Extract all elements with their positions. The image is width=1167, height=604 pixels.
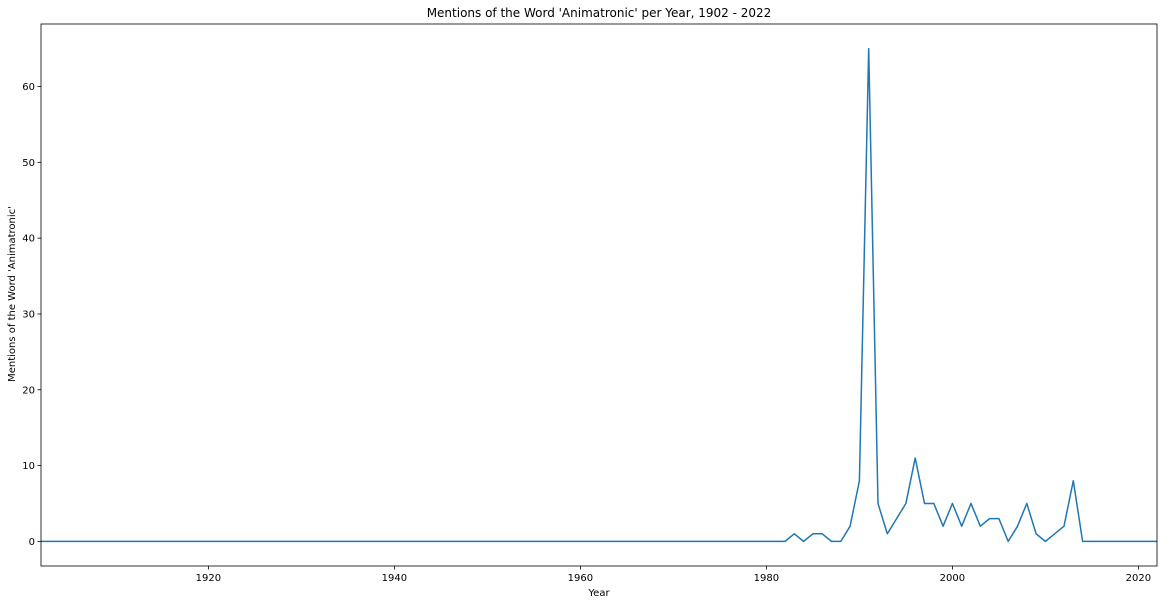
x-axis-label: Year	[587, 588, 610, 599]
x-tick-label: 1960	[568, 573, 593, 584]
y-tick-label: 0	[29, 537, 35, 548]
y-tick-label: 30	[22, 309, 35, 320]
plot-area: 1920 1940 1960 1980 2000 2020 0 10 20 30 40 50 60	[22, 23, 1158, 584]
y-tick-label: 40	[22, 234, 35, 245]
x-tick-label: 1920	[196, 573, 221, 584]
y-axis-label: Mentions of the Word 'Animatronic'	[7, 206, 18, 382]
x-tick-label: 1980	[754, 573, 779, 584]
series-line-0	[41, 47, 1157, 543]
x-tick-label: 2000	[940, 573, 965, 584]
chart-title: Mentions of the Word 'Animatronic' per Y…	[427, 6, 772, 20]
y-tick-label: 50	[22, 158, 35, 169]
y-tick-label: 60	[22, 82, 35, 93]
x-tick-label: 2020	[1126, 573, 1151, 584]
y-tick-label: 20	[22, 385, 35, 396]
y-tick-label: 10	[22, 461, 35, 472]
x-tick-label: 1940	[382, 573, 407, 584]
plot-frame	[40, 23, 1158, 567]
